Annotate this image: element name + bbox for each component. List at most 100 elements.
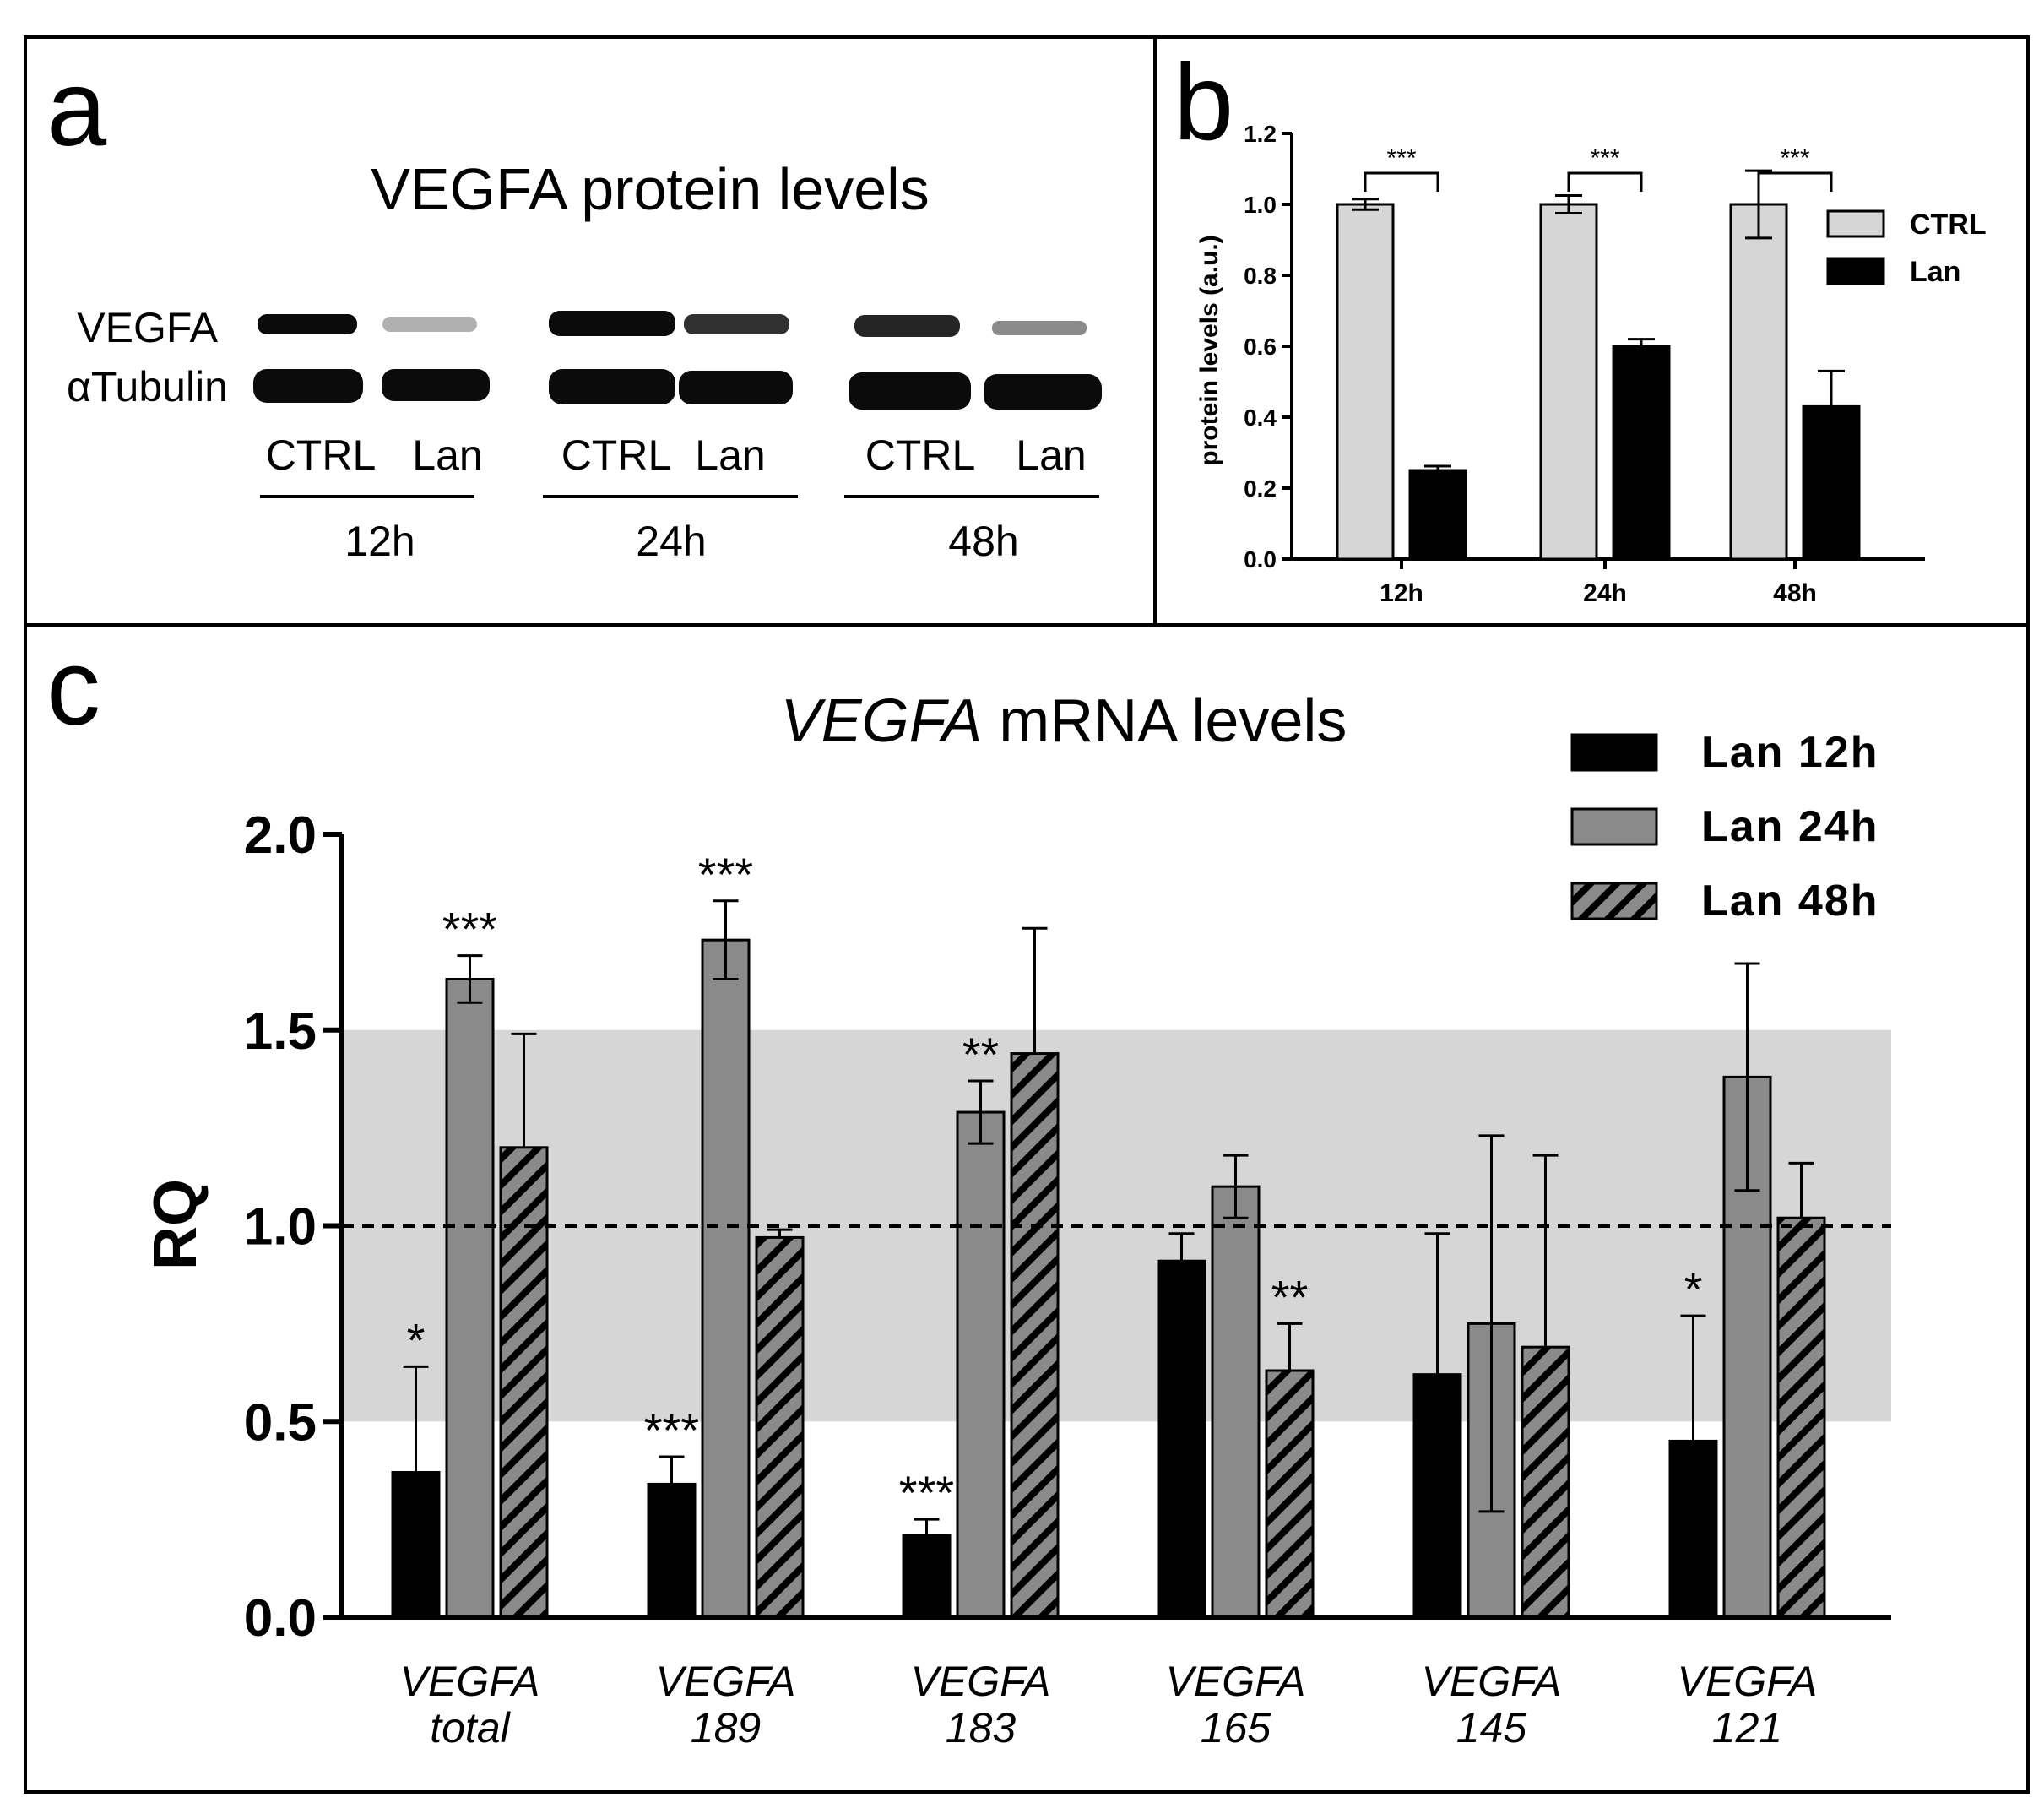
chart-c-bar <box>1211 1185 1261 1619</box>
chart-c-significance-label: *** <box>442 903 497 956</box>
blot-band-vegfa-12h-ctrl <box>258 314 357 334</box>
lane-label: CTRL <box>865 432 976 479</box>
blot-row-label-vegfa: VEGFA <box>77 304 218 351</box>
chart-b-legend-swatch <box>1826 209 1885 238</box>
blot-group-labels: 12h 24h 48h <box>344 518 1018 565</box>
chart-c-bar <box>445 977 495 1619</box>
chart-c-category-label-line1: VEGFA <box>656 1658 796 1705</box>
chart-b-ytick-label: 1.0 <box>1244 192 1277 218</box>
chart-b-legend-swatch <box>1826 257 1885 285</box>
chart-c-significance-label: *** <box>644 1404 699 1457</box>
chart-b-bar <box>1539 203 1598 561</box>
chart-b-legend-label: CTRL <box>1910 209 1987 241</box>
chart-b-ytick-label: 0.2 <box>1244 475 1277 502</box>
chart-c-category-label-line1: VEGFA <box>1166 1658 1306 1705</box>
lane-label: Lan <box>1016 432 1086 479</box>
chart-b-axes: 0.0 0.2 0.4 0.6 0.8 1.0 1.2 12h 24h 48h <box>1244 121 1925 607</box>
chart-c-significance-label: ** <box>1271 1270 1309 1323</box>
panel-c: c VEGFA mRNA levels RQ *****************… <box>46 627 1891 1751</box>
chart-c-title-italic: VEGFA <box>781 687 983 755</box>
blot-band-vegfa-48h-lan <box>992 321 1087 335</box>
chart-c-bar <box>1265 1369 1315 1619</box>
chart-c-significance-label: ** <box>962 1028 1000 1081</box>
blot-band-vegfa-48h-ctrl <box>854 315 960 337</box>
chart-c-category-label-line2: 121 <box>1712 1704 1782 1751</box>
blot-band-tubulin-12h-lan <box>382 369 490 401</box>
chart-c-legend-label: Lan 12h <box>1701 728 1879 777</box>
blot-band-tubulin-12h-ctrl <box>253 369 363 403</box>
lane-label: Lan <box>695 432 765 479</box>
chart-c-significance-label: *** <box>899 1466 954 1519</box>
chart-c-category-label-line2: 183 <box>946 1704 1017 1751</box>
chart-b-significance-label: *** <box>1780 144 1809 172</box>
chart-c-axes: VEGFAtotalVEGFA189VEGFA183VEGFA165VEGFA1… <box>244 806 1891 1751</box>
group-label: 12h <box>344 518 415 565</box>
chart-c-ytick-label: 0.5 <box>244 1393 317 1452</box>
blot-lane-labels: CTRL Lan CTRL Lan CTRL Lan <box>266 432 1087 479</box>
blot-band-vegfa-12h-lan <box>382 317 477 332</box>
panel-a: a VEGFA protein levels VEGFA αTubulin CT… <box>46 48 1102 565</box>
chart-c-ytick-label: 0.0 <box>244 1589 317 1648</box>
chart-b-significance-bracket <box>1364 171 1439 192</box>
chart-c-ytick-label: 2.0 <box>244 806 317 865</box>
chart-c-legend-swatch <box>1570 882 1658 920</box>
group-label: 24h <box>636 518 706 565</box>
chart-b-xtick-label: 12h <box>1380 579 1423 607</box>
chart-c-category-label-line1: VEGFA <box>400 1658 540 1705</box>
chart-c-significance-label: *** <box>698 848 753 901</box>
group-label: 48h <box>948 518 1018 565</box>
blot-row-label-tubulin: αTubulin <box>67 363 228 410</box>
panel-a-title: VEGFA protein levels <box>371 156 929 222</box>
chart-c-bar <box>1412 1373 1462 1619</box>
chart-c-category-label-line2: total <box>430 1704 511 1751</box>
lane-label: CTRL <box>266 432 377 479</box>
chart-c-bar <box>1668 1439 1718 1619</box>
chart-b-bar <box>1336 203 1395 561</box>
chart-c-bar <box>1521 1345 1570 1619</box>
blot-band-tubulin-48h-lan <box>984 374 1102 410</box>
chart-c-bar <box>956 1110 1006 1619</box>
chart-c-bar <box>701 938 751 1619</box>
chart-c-category-label-line1: VEGFA <box>911 1658 1051 1705</box>
blot-band-vegfa-24h-ctrl <box>549 311 675 336</box>
chart-c-bar <box>391 1471 441 1619</box>
chart-b-significance-label: *** <box>1386 144 1416 172</box>
panel-a-letter: a <box>46 48 107 169</box>
lane-label: CTRL <box>561 432 672 479</box>
chart-b-legend: CTRL Lan <box>1826 209 1987 288</box>
chart-c-legend-swatch <box>1570 807 1658 846</box>
chart-c-title-rest: mRNA levels <box>982 687 1347 755</box>
chart-c-ytick-label: 1.0 <box>244 1198 317 1257</box>
chart-c-ylabel: RQ <box>142 1179 209 1270</box>
blot-band-vegfa-24h-lan <box>684 314 789 334</box>
chart-c-category-label-line1: VEGFA <box>1678 1658 1818 1705</box>
lane-label: Lan <box>412 432 482 479</box>
blot-image <box>253 311 1102 410</box>
chart-c-bar <box>1776 1216 1826 1619</box>
chart-b-legend-label: Lan <box>1910 256 1960 288</box>
panel-b-letter: b <box>1174 42 1233 163</box>
blot-band-tubulin-24h-lan <box>679 371 793 404</box>
chart-b-xtick-label: 48h <box>1773 579 1817 607</box>
panel-frames <box>24 35 2030 1794</box>
chart-c-legend: Lan 12h Lan 24h Lan 48h <box>1570 728 1879 926</box>
chart-c-significance-label: * <box>1684 1262 1703 1316</box>
chart-b-ytick-label: 0.4 <box>1244 404 1277 431</box>
blot-band-tubulin-24h-ctrl <box>549 369 675 404</box>
blot-band-tubulin-48h-ctrl <box>849 372 971 410</box>
chart-b-xtick-label: 24h <box>1583 579 1627 607</box>
chart-b-significance-label: *** <box>1590 144 1619 172</box>
chart-c-bar <box>755 1235 805 1619</box>
chart-c-category-label-line2: 189 <box>691 1704 761 1751</box>
chart-b-bar <box>1408 469 1467 561</box>
chart-b-bar <box>1729 203 1788 561</box>
chart-c-bar <box>647 1482 697 1619</box>
chart-b-bar <box>1612 345 1671 561</box>
chart-b-bars: *** *** *** <box>1336 144 1861 561</box>
chart-b-significance-bracket <box>1757 171 1833 192</box>
chart-c-significance-label: * <box>407 1313 426 1366</box>
chart-c-legend-label: Lan 48h <box>1701 877 1879 926</box>
chart-c-category-label-line2: 145 <box>1456 1704 1527 1751</box>
chart-c-title: VEGFA mRNA levels <box>781 687 1347 755</box>
